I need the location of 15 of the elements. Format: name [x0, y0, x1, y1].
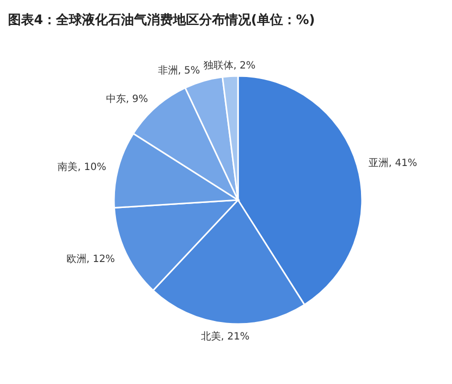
data-label: , 10% — [78, 162, 106, 174]
slice-label: 南美 — [58, 161, 78, 174]
slice-label: 非洲 — [158, 64, 178, 76]
slice-label: 亚洲 — [368, 157, 389, 170]
data-label: , 41% — [388, 158, 418, 170]
data-label: , 9% — [126, 94, 148, 105]
slice-label: 欧洲 — [66, 252, 86, 265]
slice-label: 中东 — [106, 92, 126, 105]
data-label: , 2% — [233, 60, 256, 72]
data-label: , 21% — [220, 331, 250, 342]
chart-title: 图表4：全球液化石油气消费地区分布情况(单位：%) — [8, 12, 315, 28]
slice-label: 独联体 — [203, 59, 234, 72]
slice-label: 北美 — [200, 330, 221, 342]
data-label: , 12% — [86, 254, 115, 265]
data-label: , 5% — [178, 65, 200, 76]
